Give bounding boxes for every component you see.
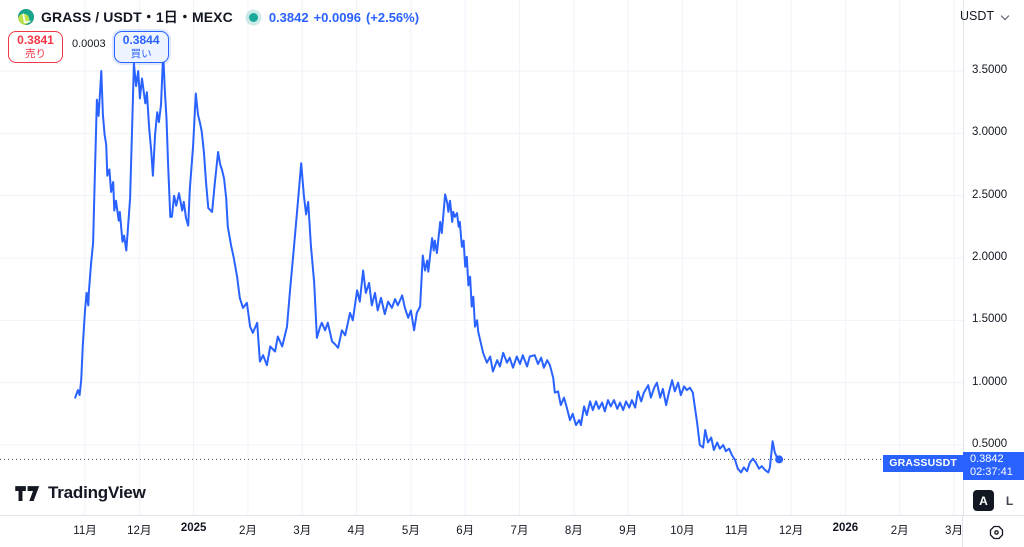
tradingview-logo-text: TradingView [48, 483, 146, 502]
symbol-header[interactable]: GRASS / USDT・1日・MEXC 0.3842 +0.0096 (+2.… [18, 7, 419, 27]
current-price-box: 0.3842 02:37:41 [963, 452, 1024, 481]
grass-logo-icon [18, 9, 34, 25]
tradingview-attribution-link[interactable]: TradingView [15, 483, 146, 503]
auto-scale-button[interactable]: A [973, 490, 994, 511]
quote-change: 0.3842 +0.0096 (+2.56%) [269, 10, 419, 25]
x-axis-label: 12月 [127, 525, 152, 537]
time-axis[interactable]: 11月 12月 2025 2月 3月 4月 5月 6月 7月 8月 9月 10月 11月 12月 2026 2… [0, 515, 1024, 547]
settings-icon [989, 525, 1003, 539]
y-axis-label: 2.0000 [972, 251, 1008, 263]
x-axis-label: 11月 [73, 525, 97, 537]
spread-value: 0.0003 [72, 38, 106, 50]
x-axis-label: 2025 [180, 522, 207, 534]
x-axis-label: 3月 [293, 525, 312, 537]
change-absolute: +0.0096 [313, 9, 361, 25]
x-axis-label: 8月 [564, 525, 583, 537]
currency-selected-value: USDT [959, 9, 994, 23]
x-axis-label: 10月 [670, 525, 695, 537]
y-axis-label: 1.5000 [972, 313, 1008, 326]
change-percent: (+2.56%) [365, 9, 420, 25]
x-axis-label: 11月 [725, 525, 749, 537]
current-price-value: 0.3842 [970, 453, 1004, 466]
symbol-title: GRASS / USDT・1日・MEXC [41, 9, 233, 25]
sell-label: 売り [25, 47, 46, 60]
x-axis-label: 4月 [347, 525, 366, 537]
scale-mode-buttons: A L [973, 490, 1020, 511]
buy-button[interactable]: 0.3844 買い [113, 31, 169, 63]
x-axis-label: 7月 [510, 525, 529, 537]
sell-button[interactable]: 0.3841 売り [8, 31, 63, 63]
x-axis-label: 9月 [619, 525, 638, 537]
x-axis-label: 6月 [456, 525, 475, 537]
log-scale-button[interactable]: L [999, 490, 1020, 511]
buy-label: 買い [130, 47, 152, 60]
trade-panel: 0.3841 売り 0.0003 0.3844 買い [8, 31, 169, 63]
time-axis-settings-button[interactable] [984, 520, 1008, 544]
price-chart[interactable] [0, 0, 963, 515]
last-price-dot [775, 455, 784, 464]
y-axis-label: 2.5000 [972, 188, 1008, 201]
x-axis-label: 3月 [945, 525, 963, 537]
bar-close-countdown: 02:37:41 [970, 465, 1013, 478]
chevron-down-icon [1001, 12, 1010, 21]
y-axis-label: 3.5000 [972, 64, 1008, 77]
x-axis-label: 2月 [890, 525, 909, 537]
market-status-icon [248, 12, 258, 22]
price-line-series [74, 52, 781, 474]
y-axis-label: 3.0000 [972, 126, 1008, 139]
y-axis-label: 1.0000 [972, 375, 1008, 388]
sell-price: 0.3841 [17, 33, 54, 48]
price-axis[interactable]: 3.5000 3.0000 2.5000 2.0000 1.5000 1.0000 0.50… [963, 0, 1024, 515]
buy-price: 0.3844 [122, 33, 160, 48]
axis-separator [962, 516, 963, 547]
x-axis-label: 2026 [832, 522, 859, 534]
currency-selector[interactable]: USDT [960, 9, 1010, 23]
last-price: 0.3842 [268, 9, 309, 25]
x-axis-label: 12月 [778, 525, 804, 537]
x-axis-label: 2月 [238, 525, 257, 537]
y-axis-label: 0.5000 [972, 438, 1008, 450]
x-axis-label: 5月 [401, 525, 420, 537]
price-line-symbol-label: GRASSUSDT [883, 455, 963, 473]
tradingview-logo-icon [15, 485, 40, 501]
